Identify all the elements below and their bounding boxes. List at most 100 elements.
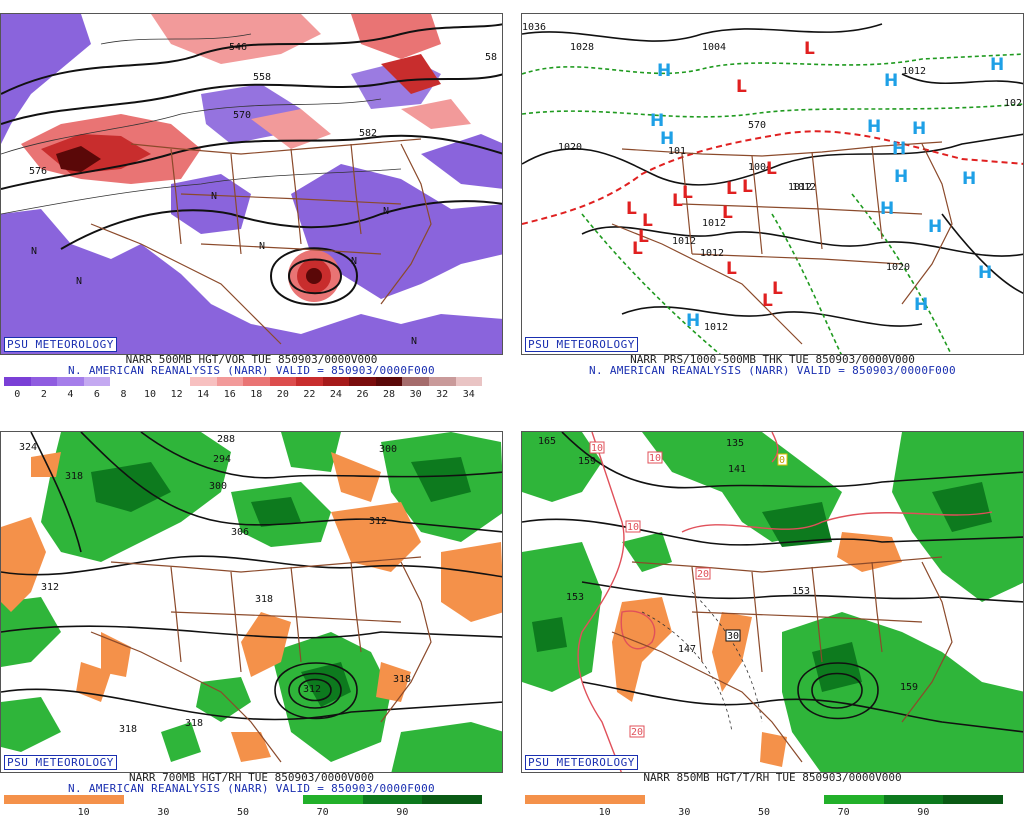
- product-title: NARR 850MB HGT/T/RH TUE 850903/0000V000: [643, 771, 902, 784]
- colorbar-swatch: [243, 377, 270, 386]
- colorbar-ticks: 10 30 50 70 90: [525, 807, 1003, 819]
- colorbar-swatch: [163, 377, 190, 386]
- colorbar-tick-label: 16: [223, 389, 236, 400]
- valid-time: N. AMERICAN REANALYSIS (NARR) VALID = 85…: [68, 364, 435, 377]
- contour-label: 312: [369, 516, 387, 527]
- valid-time: N. AMERICAN REANALYSIS (NARR) VALID = 85…: [589, 364, 956, 377]
- low-pressure-icon: L: [742, 177, 753, 197]
- colorbar-tick-label: 50: [757, 807, 771, 818]
- high-pressure-icon: H: [657, 61, 671, 81]
- contour-label: 300: [379, 444, 397, 455]
- low-pressure-icon: L: [682, 183, 693, 203]
- low-pressure-icon: L: [726, 179, 737, 199]
- isobar-label: 1012: [700, 248, 724, 259]
- product-title: NARR 700MB HGT/RH TUE 850903/0000V000: [128, 771, 375, 784]
- colorbar-tick-label: 18: [250, 389, 263, 400]
- isobar-label: 1012: [672, 236, 696, 247]
- contour-label: 318: [119, 724, 137, 735]
- colorbar-swatch: [136, 377, 164, 386]
- brand-label: PSU METEOROLOGY: [525, 337, 638, 352]
- panel-500mb-vorticity: 546 558 570 582 576 58 N N N N N N N PSU…: [0, 0, 503, 400]
- isobar-label: 1012: [788, 182, 812, 193]
- isotherm-label: 20: [631, 727, 643, 738]
- contour-label: 318: [393, 674, 411, 685]
- n-mark: N: [383, 206, 389, 217]
- colorbar-tick-label: 4: [67, 389, 74, 400]
- product-title: NARR PRS/1000-500MB THK TUE 850903/0000V…: [630, 353, 915, 366]
- brand-label: PSU METEOROLOGY: [4, 337, 117, 352]
- contour-label: 318: [185, 718, 203, 729]
- isotherm-label: 10: [649, 453, 661, 464]
- colorbar-swatch: [422, 795, 482, 804]
- colorbar-tick-label: 24: [329, 389, 342, 400]
- high-pressure-icon: H: [912, 119, 926, 139]
- contour-label: 294: [213, 454, 231, 465]
- low-pressure-icon: L: [766, 159, 777, 179]
- colorbar-tick-label: 8: [120, 389, 127, 400]
- isobar-label: 1004: [702, 42, 726, 53]
- isobar-label: 1020: [558, 142, 582, 153]
- contour-label: 558: [253, 72, 271, 83]
- colorbar-swatch: [302, 795, 363, 804]
- colorbar-tick-label: 90: [917, 807, 930, 818]
- colorbar-swatch: [30, 377, 58, 386]
- panel-700mb-rh: 324 318 288 294 300 300 312 312 306 318 …: [0, 418, 503, 818]
- rh700-map-graphic: 324 318 288 294 300 300 312 312 306 318 …: [1, 432, 502, 772]
- colorbar-tick-label: 26: [356, 389, 369, 400]
- contour-label: 153: [792, 586, 810, 597]
- high-pressure-icon: H: [928, 217, 942, 237]
- colorbar-swatch: [296, 377, 323, 386]
- contour-label: 159: [578, 456, 596, 467]
- contour-label: 576: [29, 166, 47, 177]
- colorbar-swatch: [362, 795, 423, 804]
- colorbar-tick-label: 14: [197, 389, 210, 400]
- n-mark: N: [31, 246, 37, 257]
- isobar-label: 1012: [792, 182, 816, 193]
- colorbar-swatch: [429, 377, 456, 386]
- isobar-label: 1012: [702, 218, 726, 229]
- low-pressure-icon: L: [804, 39, 815, 59]
- contour-label: 300: [209, 481, 227, 492]
- colorbar-swatch: [455, 377, 483, 386]
- colorbar-ticks: 0 2 4 6 8 10 12 14 16 18 20 22 24 26 28 30 32 34: [4, 389, 482, 401]
- colorbar-tick-label: 90: [396, 807, 409, 818]
- contour-label: 318: [65, 471, 83, 482]
- colorbar-swatch: [943, 795, 1003, 804]
- thickness-map-graphic: 1036 1028 1020 1004 1012 1012 1012 1012 …: [522, 14, 1023, 354]
- colorbar-swatch: [216, 377, 244, 386]
- low-pressure-icon: L: [632, 239, 643, 259]
- colorbar-swatch: [189, 377, 217, 386]
- vorticity-map-graphic: 546 558 570 582 576 58 N N N N N N N: [1, 14, 502, 354]
- high-pressure-icon: H: [880, 199, 894, 219]
- high-pressure-icon: H: [914, 295, 928, 315]
- colorbar-swatch: [269, 377, 297, 386]
- colorbar-tick-label: 30: [157, 807, 170, 818]
- high-pressure-icon: H: [650, 111, 664, 131]
- colorbar-swatch: [4, 377, 31, 386]
- isobar-label: 102: [1004, 98, 1022, 109]
- colorbar-swatch: [183, 795, 243, 804]
- map-700mb-rh: 324 318 288 294 300 300 312 312 306 318 …: [0, 431, 503, 773]
- contour-label: 312: [41, 582, 59, 593]
- isobar-label: 1028: [570, 42, 594, 53]
- panel-850mb-rh: 165 159 135 141 153 153 147 159 10 10 10…: [521, 418, 1024, 818]
- colorbar-swatch: [110, 377, 137, 386]
- low-pressure-icon: L: [626, 199, 637, 219]
- contour-label: 582: [359, 128, 377, 139]
- colorbar: [525, 795, 1003, 804]
- colorbar-tick-label: 20: [276, 389, 289, 400]
- n-mark: N: [351, 256, 357, 267]
- low-pressure-icon: L: [726, 259, 737, 279]
- colorbar-swatch: [322, 377, 350, 386]
- brand-label: PSU METEOROLOGY: [4, 755, 117, 770]
- colorbar-tick-label: 12: [170, 389, 183, 400]
- colorbar-tick-label: 10: [598, 807, 611, 818]
- low-pressure-icon: L: [762, 291, 773, 311]
- colorbar-swatch: [883, 795, 944, 804]
- contour-label: 306: [231, 527, 249, 538]
- n-mark: N: [211, 191, 217, 202]
- colorbar-tick-label: 70: [837, 807, 850, 818]
- high-pressure-icon: H: [660, 129, 674, 149]
- brand-label: PSU METEOROLOGY: [525, 755, 638, 770]
- isotherm-label: 10: [627, 522, 639, 533]
